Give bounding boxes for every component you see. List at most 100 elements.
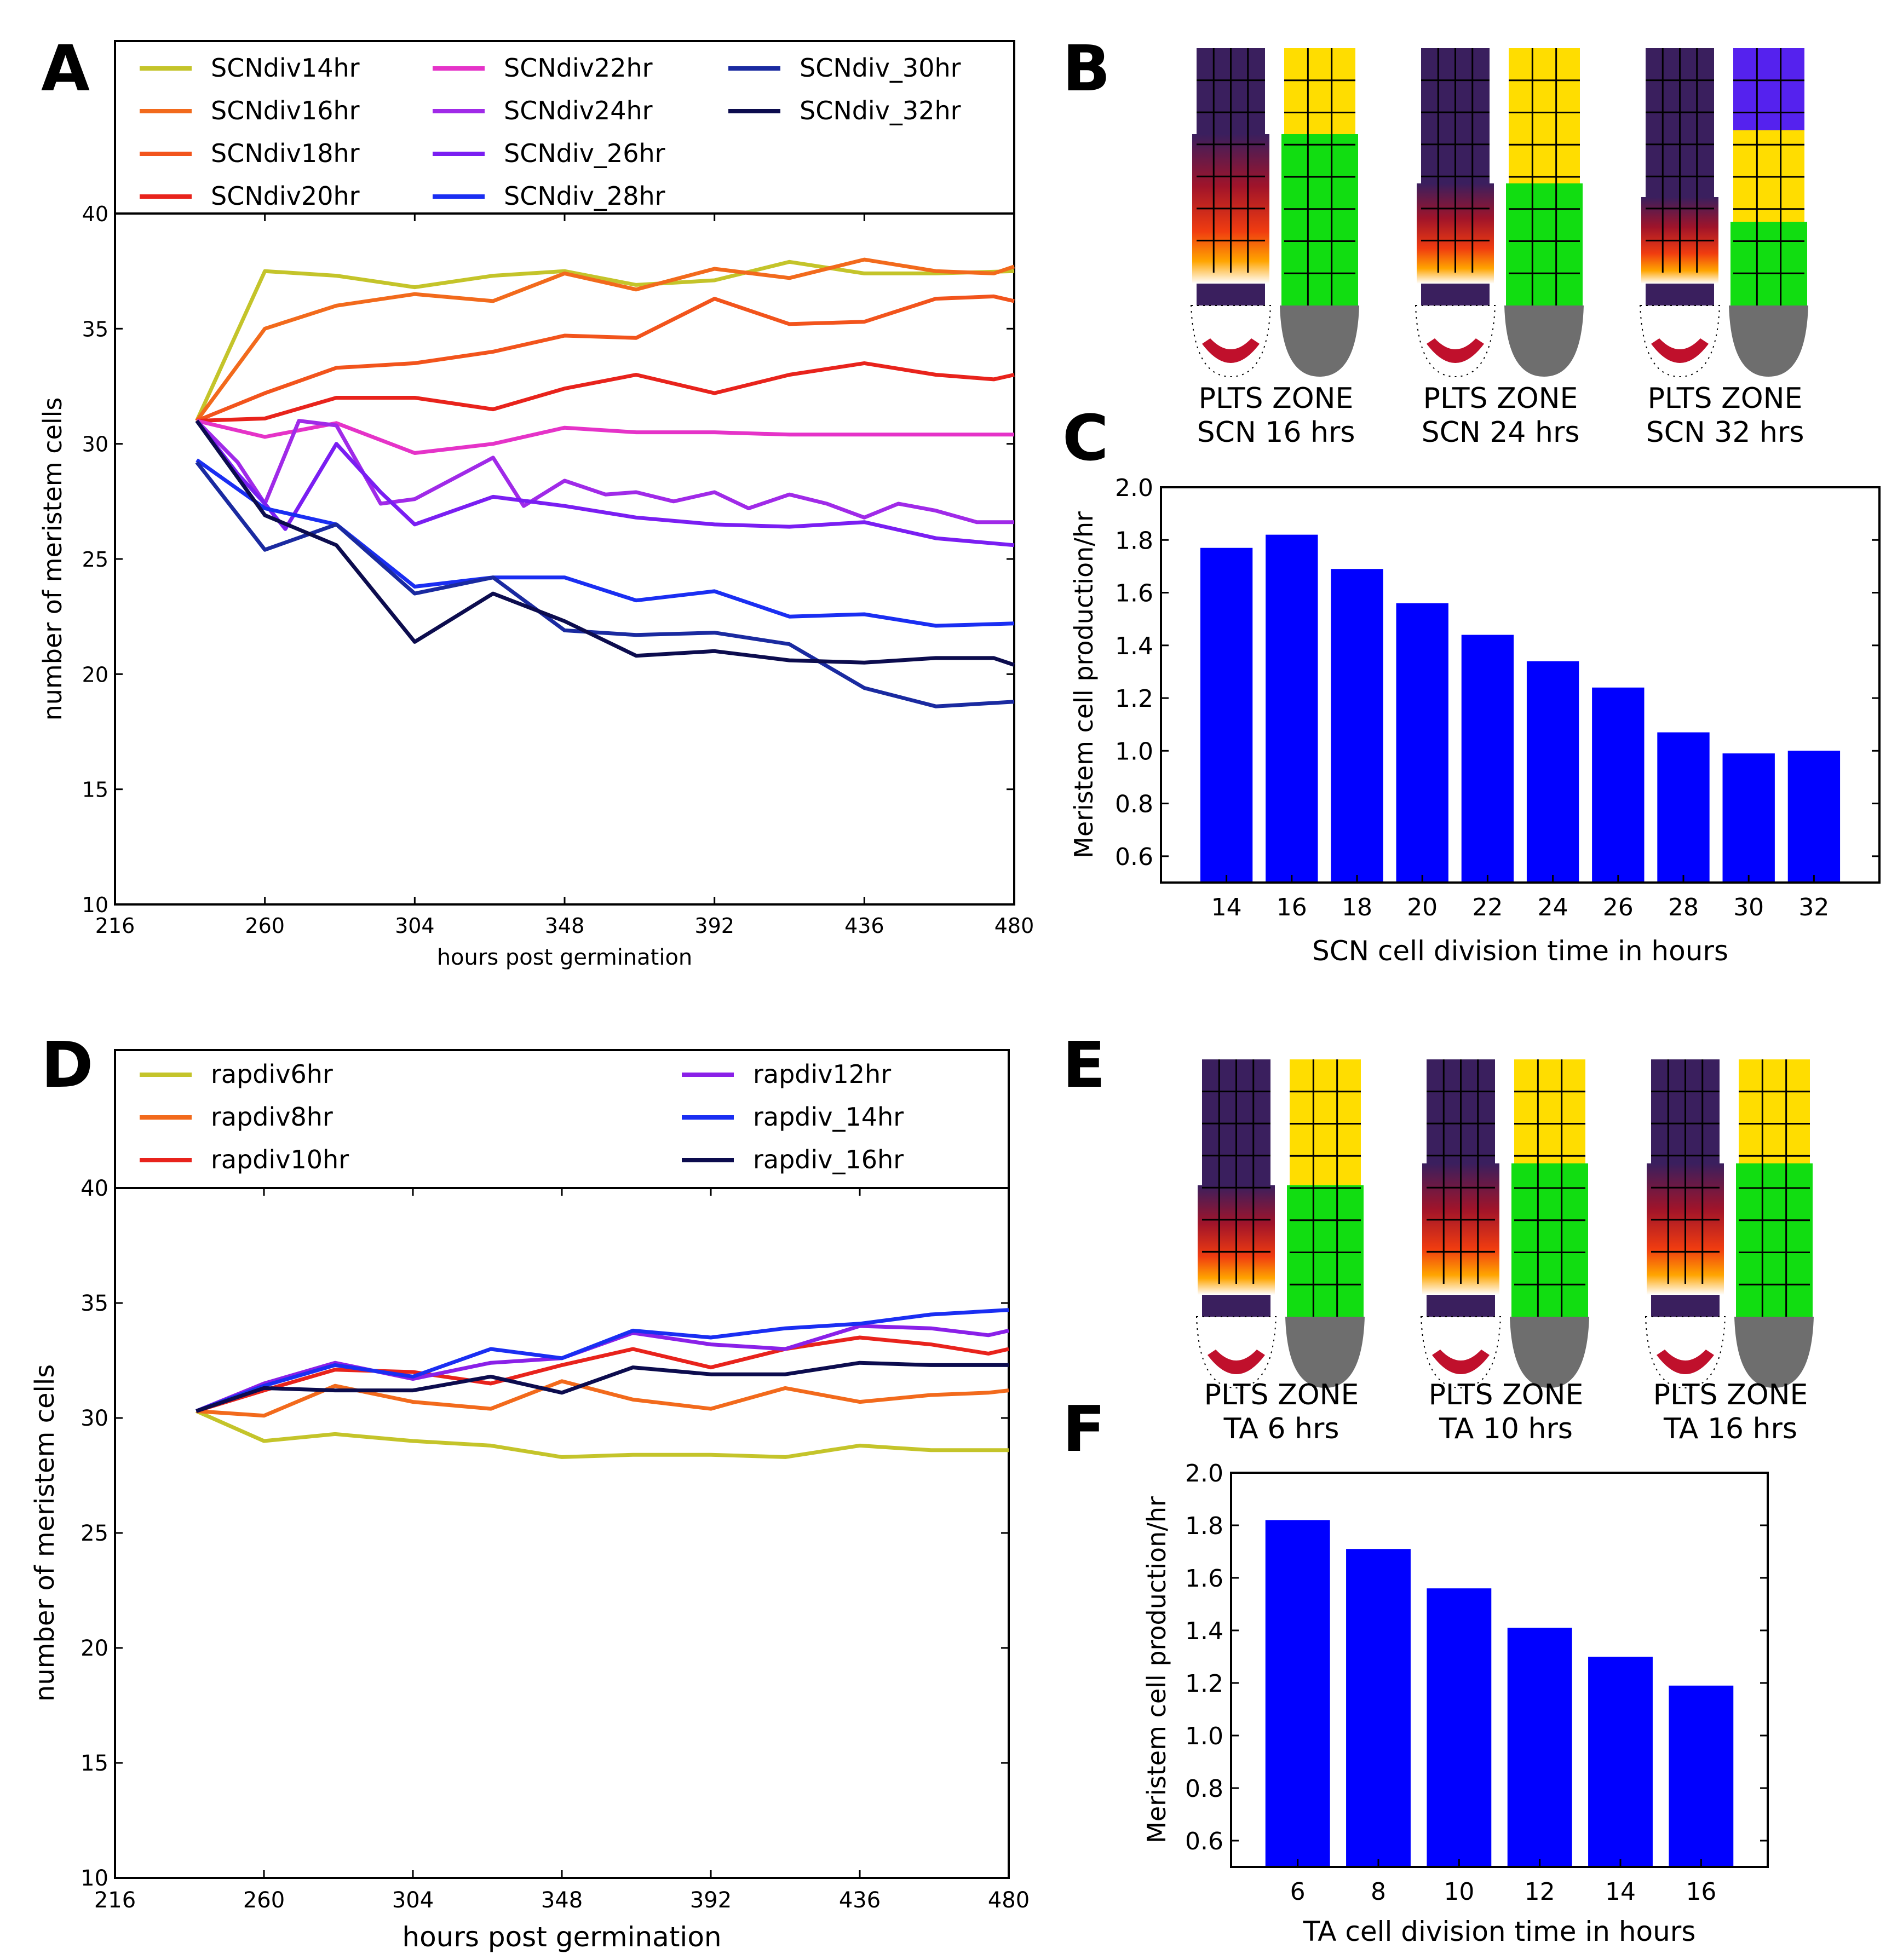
panel-letter-E: E: [1062, 1029, 1106, 1102]
x-tick-label: 18: [1342, 893, 1372, 921]
x-axis-label: hours post germination: [402, 1921, 721, 1953]
bar-chart-F: 0.6 0.8 1.0 1.2 1.4 1.6 1.8 2.0 6 8 10 12 14 16 TA cel…: [1142, 1460, 1769, 1947]
y-tick-label: 20: [82, 662, 108, 687]
zone-green: [1506, 183, 1583, 305]
plts-root-2: [1645, 1059, 1726, 1389]
y-tick-label: 1.4: [1115, 632, 1153, 660]
series-line-SCNdiv16hr: [195, 257, 1015, 422]
y-tick-label: 1.6: [1115, 580, 1153, 608]
x-tick-label: 348: [545, 914, 585, 938]
series-line-rapdiv6hr: [195, 1409, 1009, 1459]
y-tick-label: 1.2: [1115, 685, 1153, 713]
legend-label-rapdiv6hr: rapdiv6hr: [211, 1059, 333, 1089]
series-line-SCNdiv_26hr: [195, 419, 1015, 547]
x-tick-label: 392: [694, 914, 734, 938]
root-pair-label: PLTS ZONE: [1199, 382, 1354, 415]
x-tick-label: 28: [1668, 893, 1699, 921]
x-tick-label: 24: [1538, 893, 1568, 921]
zone-green: [1511, 1163, 1588, 1317]
legend-label-rapdiv_14hr: rapdiv_14hr: [753, 1102, 904, 1132]
root-pair-label: PLTS ZONE: [1204, 1379, 1359, 1411]
panel-letter-A: A: [41, 32, 90, 106]
zone-root-2: [1729, 48, 1808, 377]
legend-label-SCNdiv20hr: SCNdiv20hr: [211, 181, 360, 211]
y-tick-label: 10: [82, 893, 108, 917]
x-tick-label: 260: [245, 914, 285, 938]
series-line-rapdiv12hr: [196, 1324, 1009, 1413]
plts-root-2: [1639, 48, 1721, 378]
series-line-SCNdiv20hr: [197, 361, 1015, 423]
zone-yellow: [1509, 48, 1580, 183]
y-axis-label: number of meristem cells: [30, 1364, 60, 1702]
line-chart-A: 10 15 20 25 30 35 40 216 260 304 348 392 436 480 SCNdi…: [38, 40, 1034, 970]
zone-green: [1281, 134, 1358, 305]
zone-green: [1287, 1185, 1364, 1317]
y-tick-label: 20: [81, 1636, 108, 1661]
y-tick-label: 30: [82, 433, 108, 457]
bar-12: [1507, 1628, 1572, 1867]
legend-label-rapdiv12hr: rapdiv12hr: [753, 1059, 891, 1089]
bar-14: [1588, 1657, 1653, 1867]
legend-label-rapdiv_16hr: rapdiv_16hr: [753, 1145, 904, 1174]
x-tick-label: 216: [95, 914, 135, 938]
x-tick-label: 8: [1371, 1878, 1386, 1906]
x-tick-label: 436: [844, 914, 884, 938]
legend-label-SCNdiv_26hr: SCNdiv_26hr: [504, 139, 665, 168]
x-tick-label: 6: [1290, 1878, 1306, 1906]
y-tick-label: 0.8: [1115, 791, 1153, 818]
x-axis-label: hours post germination: [437, 945, 693, 970]
plts-tip: [1190, 305, 1272, 378]
line-chart-D: 10 15 20 25 30 35 40 216 260 304 348 392 436 480 rapdi…: [30, 1049, 1030, 1953]
zone-tip: [1729, 305, 1808, 377]
bar-8: [1346, 1549, 1411, 1867]
y-axis-label: number of meristem cells: [38, 397, 67, 721]
x-tick-label: 304: [392, 1888, 434, 1913]
series-line-SCNdiv24hr: [195, 419, 1014, 524]
series-line-SCNdiv14hr: [195, 260, 1015, 422]
series-line-SCNdiv22hr: [196, 419, 1014, 455]
y-tick-label: 15: [81, 1751, 108, 1776]
legend-label-rapdiv8hr: rapdiv8hr: [211, 1102, 333, 1132]
legend-label-SCNdiv24hr: SCNdiv24hr: [504, 96, 653, 125]
legend-box: [114, 1049, 1010, 1189]
legend-label-rapdiv10hr: rapdiv10hr: [211, 1145, 349, 1174]
bar-6: [1265, 1520, 1330, 1867]
x-tick-label: 392: [690, 1888, 732, 1913]
plot-frame: [114, 1187, 1010, 1879]
zone-root-0: [1285, 1059, 1365, 1388]
series-line-SCNdiv18hr: [196, 294, 1015, 423]
y-tick-label: 35: [82, 317, 108, 341]
plts-tip: [1639, 305, 1721, 378]
series-line-rapdiv10hr: [196, 1335, 1009, 1413]
series-line-SCNdiv_28hr: [196, 458, 1015, 628]
bar-10: [1427, 1588, 1492, 1867]
bar-20: [1396, 603, 1448, 883]
y-tick-label: 1.6: [1185, 1565, 1223, 1593]
x-tick-label: 26: [1603, 893, 1634, 921]
y-tick-label: 0.6: [1185, 1828, 1223, 1855]
y-tick-label: 10: [81, 1866, 108, 1891]
x-tick-label: 304: [395, 914, 435, 938]
plts-tip-red: [1427, 338, 1484, 363]
legend-label-SCNdiv_28hr: SCNdiv_28hr: [504, 181, 665, 211]
zone-yellow: [1514, 1059, 1585, 1163]
plts-tip-red: [1432, 1350, 1490, 1374]
x-axis-label: SCN cell division time in hours: [1312, 935, 1728, 967]
x-tick-label: 16: [1277, 893, 1307, 921]
plts-tip: [1415, 305, 1496, 378]
plts-tip: [1420, 1316, 1502, 1389]
x-tick-label: 22: [1472, 893, 1503, 921]
zone-yellow: [1290, 1059, 1361, 1185]
bar-28: [1657, 732, 1710, 883]
x-tick-label: 436: [839, 1888, 881, 1913]
panel-letter-F: F: [1062, 1393, 1106, 1466]
plts-tip: [1195, 1316, 1277, 1389]
legend-label-SCNdiv14hr: SCNdiv14hr: [211, 53, 360, 83]
x-tick-label: 348: [541, 1888, 583, 1913]
y-tick-label: 1.0: [1115, 737, 1153, 765]
x-tick-label: 14: [1211, 893, 1242, 921]
zone-tip: [1504, 305, 1584, 377]
y-tick-label: 25: [81, 1521, 108, 1546]
plts-tip-red: [1657, 1350, 1714, 1374]
bar-chart-C: 0.6 0.8 1.0 1.2 1.4 1.6 1.8 2.0 14 16 18 20 22 24 26 28…: [1069, 474, 1881, 967]
